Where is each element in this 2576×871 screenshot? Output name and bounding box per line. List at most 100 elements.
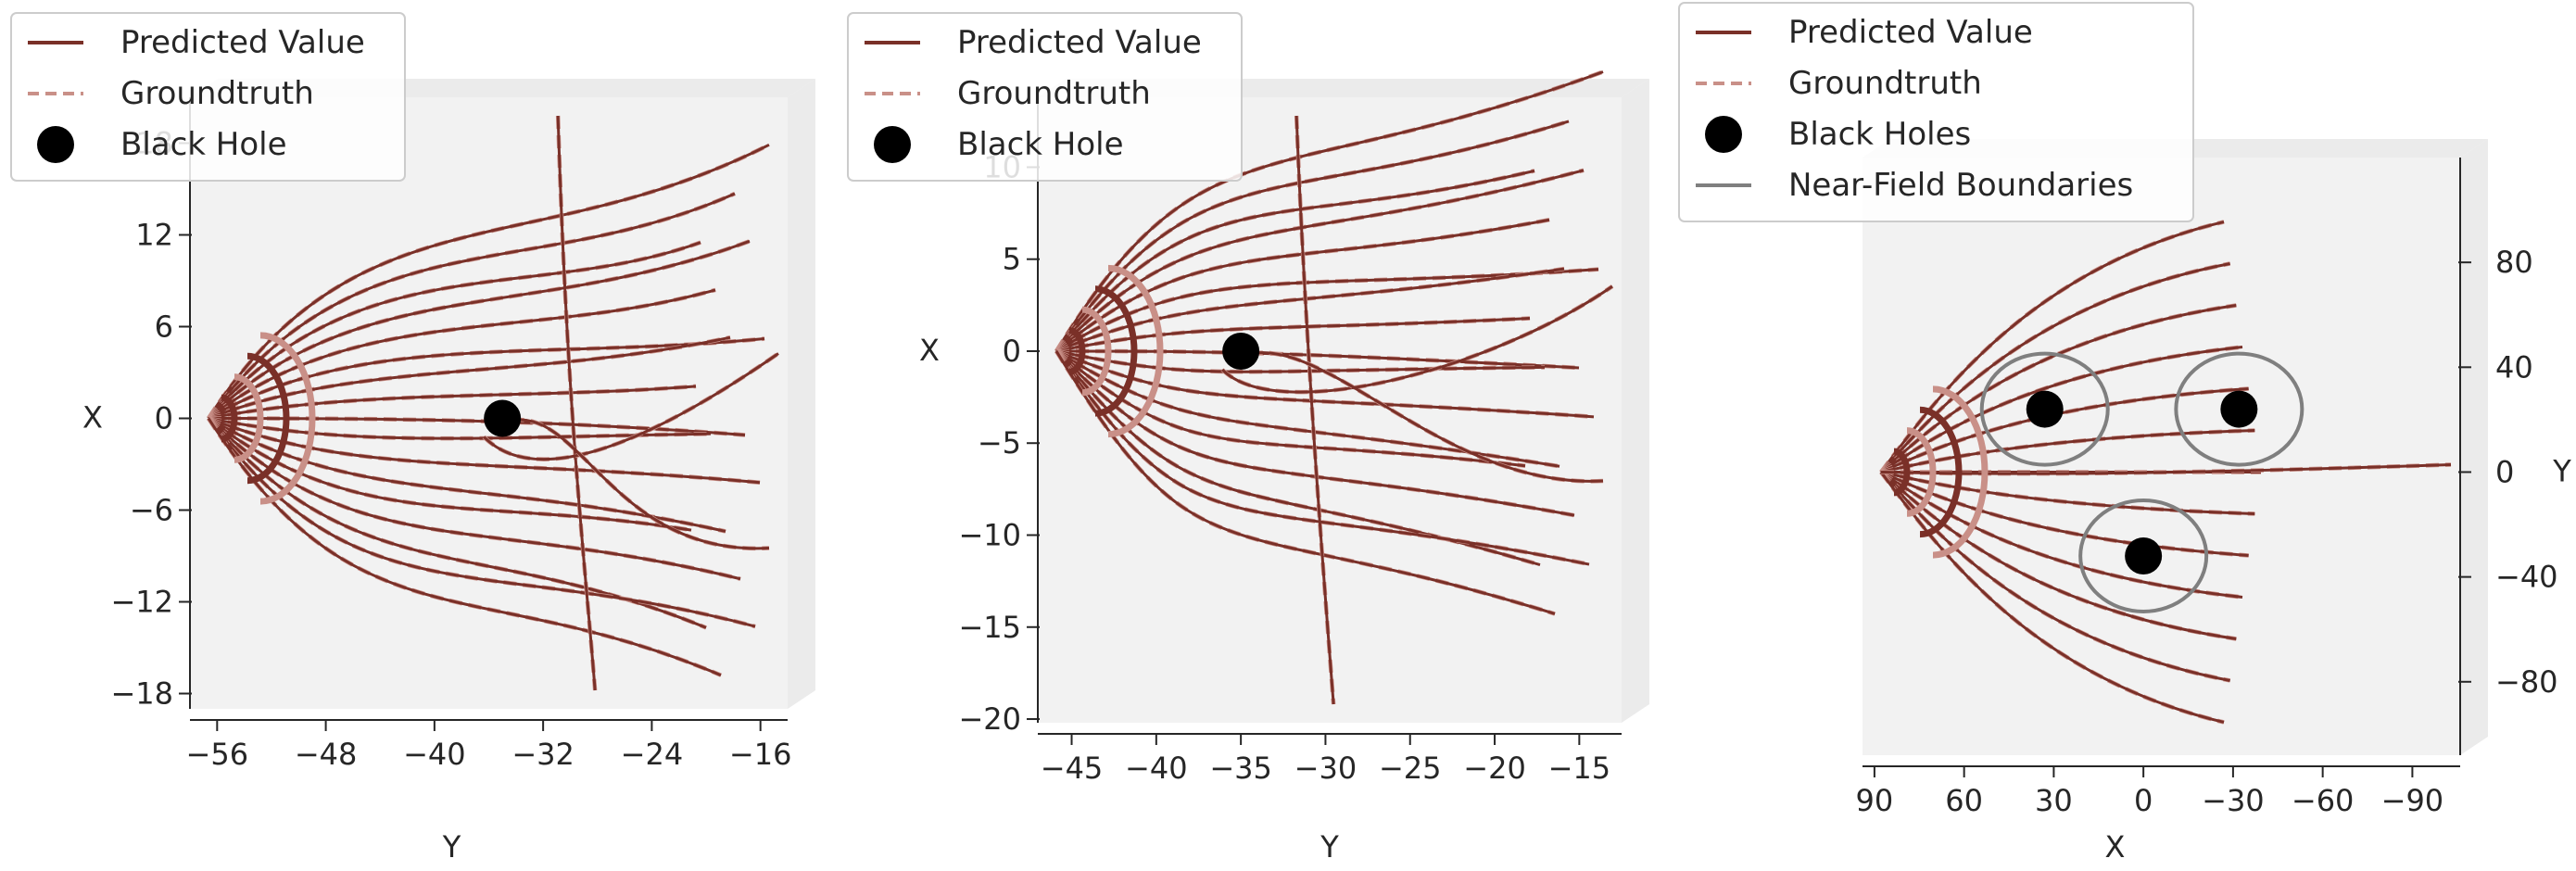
y-tick-label: 0 [2495,454,2514,489]
y-tick-label: −40 [2495,560,2558,595]
legend-label: Black Hole [957,126,1124,163]
predicted-line [208,288,716,420]
predicted-line [1055,349,1560,468]
black-hole-marker [484,399,522,437]
near-field-boundary [2078,499,2209,613]
predicted-line [1054,120,1570,352]
chart-panel-3: 90 60 30 0 −30 −60 −90 80 40 0 −40 −80 X Y Predicted V… [1678,2,2571,865]
predicted-line [208,385,697,420]
x-tick-label: −90 [2381,783,2444,818]
pane-side [1622,79,1649,723]
legend-label: Black Hole [120,126,287,163]
predicted-line [1221,284,1613,394]
y-tick-label: −6 [130,493,173,528]
y-tick-label: −20 [958,701,1021,737]
x-tick-label: −48 [295,737,358,772]
legend-label: Black Holes [1788,116,1971,153]
apex-arc [246,352,290,485]
legend-label: Groundtruth [1788,65,1982,102]
x-tick-label: −35 [1209,751,1272,786]
predicted-line [207,417,756,628]
y-tick-label: 40 [2495,349,2533,385]
predicted-line [483,352,779,461]
predicted-line [1879,221,2225,473]
legend-label: Near-Field Boundaries [1788,167,2133,204]
pane-side [788,79,815,709]
plot-pane [1038,97,1622,723]
legend-box [10,12,406,182]
apex-arc [1919,406,1963,538]
legend-swatch-black-hole [37,126,74,163]
predicted-line [1879,262,2230,473]
predicted-line [208,417,726,533]
y-tick-label: −15 [958,610,1021,645]
legend-swatch-black-hole [1705,116,1742,153]
predicted-line [1055,317,1531,353]
predicted-line [207,417,707,629]
apex-arc [1107,264,1164,438]
x-axis-label: Y [1320,829,1339,865]
predicted-line [1054,349,1575,517]
pane-side [2460,139,2488,755]
x-tick-label: −24 [621,737,684,772]
apex-arc [1068,327,1086,375]
black-hole-marker [2125,537,2163,574]
y-tick-label: 0 [1003,334,1021,369]
predicted-line [207,241,701,420]
legend-label: Predicted Value [1788,14,2033,51]
x-tick-label: −16 [729,737,792,772]
x-tick-label: −40 [1125,751,1188,786]
x-axis-label: Y [442,829,461,865]
y-axis-label: X [919,333,940,368]
legend-label: Predicted Value [120,24,365,61]
predicted-line [1880,471,2237,640]
x-tick-label: −56 [186,737,249,772]
predicted-line [1879,471,2230,682]
x-tick-label: −40 [403,737,466,772]
legend-box [1678,2,2194,222]
apex-arc [1893,448,1911,497]
trajectories [207,115,780,691]
predicted-line [208,417,761,485]
legend-swatch-black-hole [874,126,911,163]
x-tick-label: −32 [511,737,575,772]
y-tick-label: 5 [1003,242,1021,277]
x-tick-label: −20 [1463,751,1526,786]
y-tick-label: −10 [958,518,1021,553]
y-tick-label: −18 [110,676,173,712]
predicted-line [208,417,746,436]
legend-label: Groundtruth [120,75,314,112]
x-tick-label: −30 [2202,783,2265,818]
apex-arc [1094,285,1138,417]
legend-label: Groundtruth [957,75,1151,112]
predicted-line [1231,351,1604,483]
x-tick-label: 30 [2035,783,2073,818]
x-tick-label: −25 [1379,751,1442,786]
y-tick-label: 6 [155,309,173,345]
near-field-boundary [1979,351,2110,467]
y-tick-label: 12 [135,218,173,253]
x-tick-label: −60 [2292,783,2355,818]
black-hole-marker [1222,332,1260,370]
predicted-line [1055,349,1526,468]
predicted-line [1055,268,1599,353]
predicted-line [1294,115,1335,705]
black-hole-marker [2220,390,2258,428]
apex-arc [259,332,316,505]
apex-arc [221,394,238,443]
y-tick-label: −80 [2495,664,2558,700]
predicted-line [1055,267,1565,353]
y-tick-label: −12 [110,585,173,620]
predicted-line [208,417,692,532]
legend: Predicted Value Groundtruth Black Holes Nea… [1678,2,2194,222]
predicted-line [1055,218,1550,353]
legend: Predicted Value Groundtruth Black Hole [10,12,406,182]
x-tick-label: −45 [1041,751,1104,786]
apex-arc [1932,385,1989,559]
predicted-line [208,417,712,440]
x-tick-label: 0 [2134,783,2153,818]
chart-panel-1: −56−48−40−32−24−16181260−6−12−18YXPredic… [10,12,815,865]
predicted-line [1880,303,2237,473]
predicted-line [556,115,597,691]
